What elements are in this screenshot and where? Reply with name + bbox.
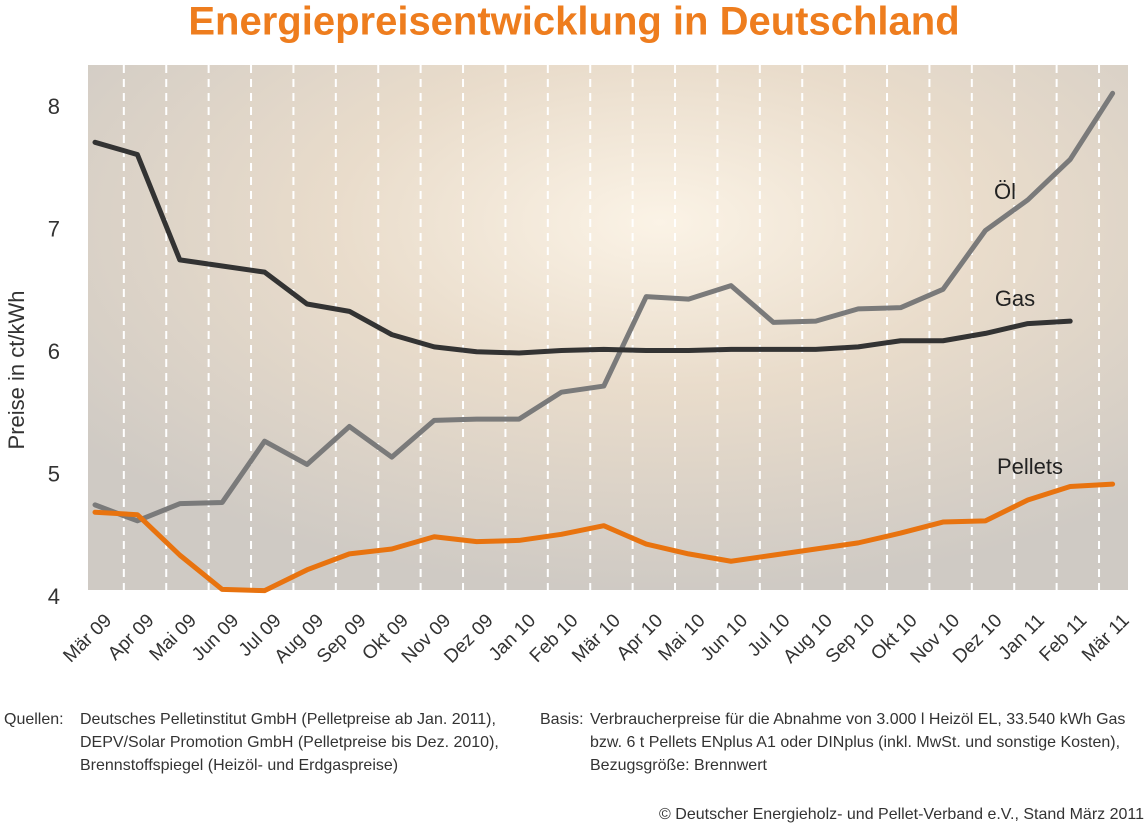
y-axis-label: Preise in ct/kWh <box>4 291 29 450</box>
y-tick-label: 8 <box>48 94 60 119</box>
y-tick-label: 6 <box>48 339 60 364</box>
basis-label: Basis: <box>540 711 584 728</box>
plot-background <box>88 65 1128 590</box>
series-line <box>92 481 1116 594</box>
series-label: Öl <box>994 179 1016 204</box>
x-tick-label: Mai 10 <box>655 610 710 665</box>
basis-line: Bezugsgröße: Brennwert <box>590 757 768 774</box>
x-tick-label: Mai 09 <box>146 610 201 665</box>
series-line <box>92 139 1073 356</box>
basis-line: Verbraucherpreise für die Abnahme von 3.… <box>590 711 1125 728</box>
x-tick-label: Mär 09 <box>59 610 116 667</box>
chart-title: Energiepreisentwicklung in Deutschland <box>188 0 959 44</box>
copyright: © Deutscher Energieholz- und Pellet-Verb… <box>659 806 1144 823</box>
y-tick-label: 5 <box>48 461 60 486</box>
sources-label: Quellen: <box>4 711 64 728</box>
x-tick-label: Mär 10 <box>568 610 625 667</box>
sources-line: DEPV/Solar Promotion GmbH (Pelletpreise … <box>80 734 499 751</box>
series-line <box>92 90 1116 524</box>
x-tick-label: Jun 10 <box>697 610 752 665</box>
y-tick-label: 4 <box>48 584 60 609</box>
sources-line: Brennstoffspiegel (Heizöl- und Erdgaspre… <box>80 757 398 774</box>
series-label: Pellets <box>997 454 1063 479</box>
x-tick-label: Feb 11 <box>1036 610 1092 666</box>
series-label: Gas <box>995 286 1035 311</box>
sources-line: Deutsches Pelletinstitut GmbH (Pelletpre… <box>80 711 496 728</box>
x-tick-label: Jun 09 <box>188 610 243 665</box>
x-tick-label: Mär 11 <box>1078 610 1134 666</box>
y-tick-label: 7 <box>48 216 60 241</box>
basis-line: bzw. 6 t Pellets ENplus A1 oder DINplus … <box>590 734 1120 751</box>
